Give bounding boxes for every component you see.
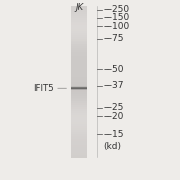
Bar — [71, 21, 87, 23]
Bar — [71, 69, 87, 71]
Bar — [71, 130, 87, 132]
Bar — [71, 90, 87, 92]
Bar — [71, 84, 87, 86]
Bar — [71, 58, 87, 60]
Bar — [71, 82, 87, 84]
Bar — [71, 115, 87, 117]
Text: ––250: ––250 — [103, 5, 130, 14]
Bar — [71, 126, 87, 128]
Bar — [71, 88, 87, 90]
Bar — [71, 138, 87, 139]
Bar — [71, 139, 87, 141]
Bar — [71, 8, 87, 10]
Bar — [71, 56, 87, 58]
Bar — [71, 16, 87, 18]
Bar — [71, 29, 87, 31]
Bar — [71, 71, 87, 73]
Bar — [71, 113, 87, 115]
Bar — [71, 92, 87, 94]
Bar — [71, 101, 87, 103]
Bar — [71, 52, 87, 54]
Bar — [71, 80, 87, 82]
Bar — [71, 128, 87, 130]
Bar — [71, 48, 87, 50]
Bar — [71, 39, 87, 41]
Bar — [71, 31, 87, 33]
Text: ––20: ––20 — [103, 112, 124, 121]
Bar — [71, 46, 87, 48]
Text: ––25: ––25 — [103, 103, 124, 112]
Bar — [71, 145, 87, 147]
Bar — [71, 14, 87, 16]
Bar — [71, 73, 87, 75]
Bar — [71, 60, 87, 61]
Text: ––150: ––150 — [103, 14, 130, 22]
Bar — [71, 153, 87, 155]
Bar — [71, 103, 87, 105]
Bar — [71, 134, 87, 136]
Text: ––37: ––37 — [103, 81, 124, 90]
Bar — [71, 25, 87, 27]
Bar — [71, 111, 87, 113]
Bar — [71, 122, 87, 124]
Bar — [71, 40, 87, 42]
Text: ––50: ––50 — [103, 65, 124, 74]
Text: JK: JK — [75, 3, 83, 12]
Bar — [71, 75, 87, 77]
Bar — [71, 44, 87, 46]
Bar — [71, 20, 87, 22]
Text: (kd): (kd) — [103, 142, 122, 151]
Bar — [71, 35, 87, 37]
Bar — [71, 18, 87, 20]
Bar — [71, 67, 87, 69]
Bar — [71, 33, 87, 35]
Bar — [71, 12, 87, 14]
Bar — [71, 132, 87, 134]
Bar — [71, 27, 87, 29]
Bar — [71, 100, 87, 101]
Bar — [71, 98, 87, 100]
Bar — [71, 6, 87, 8]
Bar — [71, 37, 87, 39]
Text: ––100: ––100 — [103, 22, 130, 31]
Bar — [71, 65, 87, 67]
Bar — [71, 120, 87, 122]
Bar — [71, 10, 87, 12]
Bar — [71, 136, 87, 138]
Bar — [71, 149, 87, 151]
Bar — [71, 151, 87, 153]
Bar — [71, 96, 87, 98]
Bar — [71, 118, 87, 120]
Bar — [71, 147, 87, 149]
Bar — [71, 77, 87, 78]
Bar — [71, 94, 87, 96]
Bar — [71, 105, 87, 107]
Bar — [71, 124, 87, 126]
Bar — [71, 50, 87, 52]
Text: IFIT5: IFIT5 — [33, 84, 54, 93]
Bar — [71, 61, 87, 63]
Text: ––75: ––75 — [103, 34, 124, 43]
Bar — [71, 117, 87, 118]
Bar — [71, 42, 87, 44]
Bar — [71, 143, 87, 145]
Bar — [71, 141, 87, 143]
Bar — [71, 155, 87, 156]
Bar — [71, 86, 87, 88]
Bar — [71, 156, 87, 158]
Bar — [71, 23, 87, 25]
Bar — [71, 63, 87, 65]
Bar — [71, 109, 87, 111]
Bar — [71, 54, 87, 56]
Text: ––15: ––15 — [103, 130, 124, 139]
Bar — [71, 78, 87, 80]
Bar — [71, 107, 87, 109]
